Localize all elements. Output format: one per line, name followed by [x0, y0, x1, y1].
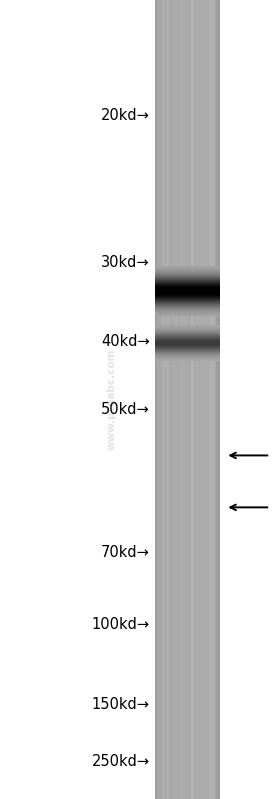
Text: 150kd→: 150kd→: [92, 698, 150, 712]
Text: 100kd→: 100kd→: [92, 618, 150, 632]
Text: 30kd→: 30kd→: [101, 255, 150, 269]
Text: 70kd→: 70kd→: [101, 546, 150, 560]
Text: www.ptgabc.com: www.ptgabc.com: [107, 348, 117, 451]
Text: 20kd→: 20kd→: [101, 109, 150, 123]
Text: 40kd→: 40kd→: [101, 335, 150, 349]
Text: 250kd→: 250kd→: [92, 754, 150, 769]
Text: 50kd→: 50kd→: [101, 402, 150, 416]
